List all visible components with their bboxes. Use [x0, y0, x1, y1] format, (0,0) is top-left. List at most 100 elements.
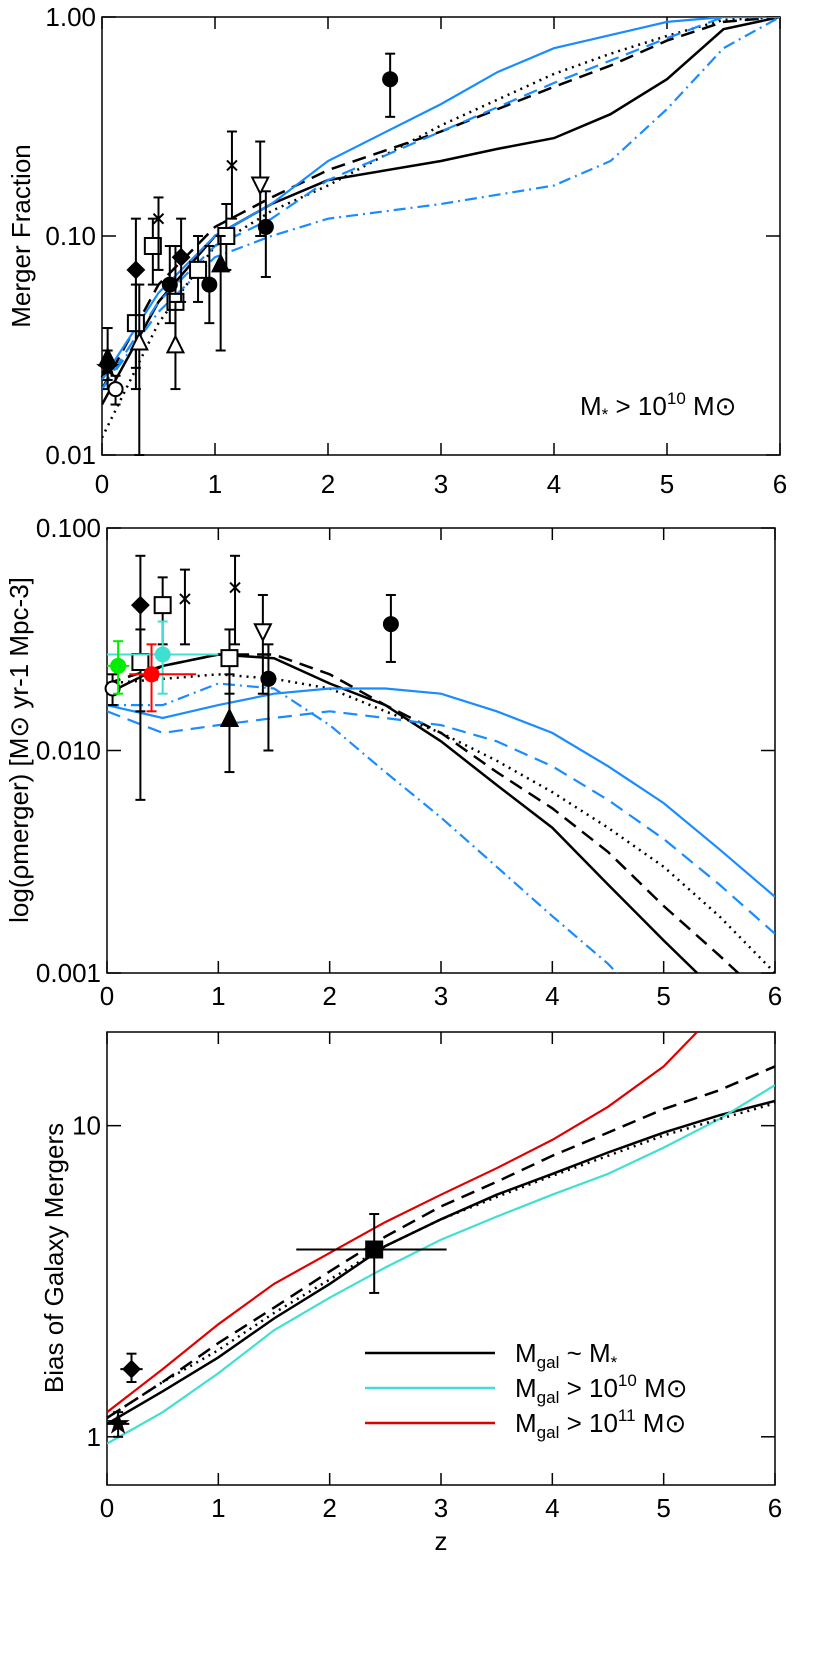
y-axis-label: Bias of Galaxy Mergers — [39, 1123, 69, 1393]
annotation-part: > 10 — [608, 391, 667, 421]
point — [143, 666, 160, 683]
annotation-part: * — [602, 405, 609, 424]
annotation-part: M — [580, 391, 602, 421]
point — [154, 646, 171, 663]
legend-part: > 10 — [559, 1373, 618, 1403]
legend-part: M — [636, 1408, 665, 1438]
point — [211, 253, 231, 273]
x-tick-label: 1 — [211, 1493, 225, 1523]
series-line — [107, 682, 619, 973]
point — [107, 381, 124, 398]
legend-part: ⊙ — [666, 1373, 688, 1403]
y-tick-label: 0.100 — [36, 513, 101, 543]
point — [217, 227, 236, 245]
annotation-part: M — [686, 391, 715, 421]
y-axis-label: log(ρmerger) [M⊙ yr-1 Mpc-3] — [4, 577, 34, 923]
point — [106, 1411, 130, 1434]
x-tick-label: 2 — [322, 1493, 336, 1523]
point — [171, 247, 191, 267]
point — [153, 596, 172, 615]
x-tick-label: 6 — [773, 469, 787, 499]
series-line — [102, 17, 780, 439]
point — [220, 649, 239, 668]
point — [110, 657, 127, 674]
point — [219, 707, 240, 727]
point — [382, 616, 399, 633]
panel: 0 1 2 3 4 5 6 0.100 0.010 0.001 log(ρmerger) [M⊙ y… — [4, 513, 782, 1011]
series-line — [107, 1032, 698, 1414]
x-tick-label: 0 — [100, 981, 114, 1011]
y-tick-label: 0.010 — [36, 736, 101, 766]
legend-part: gal — [537, 1423, 560, 1442]
y-tick-label: 1 — [87, 1422, 101, 1452]
point — [382, 71, 399, 88]
x-tick-label: 6 — [768, 981, 782, 1011]
legend: Mgal ~ M* Mgal > 1010 M⊙ Mgal > 1011 M⊙ — [515, 1338, 688, 1442]
series-line — [107, 653, 699, 973]
x-tick-label: 5 — [656, 1493, 670, 1523]
panel: 0 1 2 3 4 5 6 1.00 0.10 0.01 Merger Fraction — [6, 2, 787, 499]
legend-part: gal — [537, 1353, 560, 1372]
point — [152, 212, 165, 225]
y-tick-label: 1.00 — [45, 2, 96, 32]
x-tick-label: 0 — [100, 1493, 114, 1523]
point — [365, 1240, 384, 1259]
series-group — [107, 1032, 775, 1445]
x-tick-label: 3 — [434, 469, 448, 499]
legend-part: gal — [537, 1388, 560, 1407]
point — [229, 581, 241, 594]
legend-part: 10 — [618, 1371, 637, 1390]
series-line — [102, 17, 780, 390]
legend-label: Mgal ~ M* — [515, 1338, 618, 1372]
x-tick-label: 6 — [768, 1493, 782, 1523]
legend-part: M — [515, 1338, 537, 1368]
point — [165, 334, 186, 354]
legend-part: ~ M — [559, 1338, 610, 1368]
point — [96, 355, 120, 378]
y-tick-label: 10 — [72, 1111, 101, 1141]
legend-label: Mgal > 1011 M⊙ — [515, 1406, 686, 1442]
legend-part: 11 — [618, 1406, 636, 1425]
point — [189, 260, 208, 279]
series-line — [107, 687, 775, 898]
x-tick-label: 2 — [321, 469, 335, 499]
annotation-part: 10 — [667, 389, 686, 408]
series-group — [102, 17, 780, 439]
point — [131, 652, 150, 671]
x-tick-label: 4 — [545, 1493, 559, 1523]
point — [104, 680, 121, 697]
series-line — [107, 710, 775, 935]
annotation: M* > 1010 M⊙ — [580, 389, 736, 424]
series-line — [102, 17, 780, 406]
x-tick-label: 0 — [95, 469, 109, 499]
point — [250, 176, 270, 196]
series-line — [102, 17, 780, 390]
x-tick-label: 4 — [545, 981, 559, 1011]
legend-part: M — [515, 1408, 537, 1438]
legend-part: M — [515, 1373, 537, 1403]
x-tick-label: 1 — [211, 981, 225, 1011]
x-tick-label: 4 — [547, 469, 561, 499]
point — [130, 595, 150, 615]
point — [257, 218, 274, 235]
plot-frame — [106, 527, 776, 974]
point — [126, 260, 146, 280]
point — [260, 670, 277, 687]
point — [122, 1359, 141, 1379]
x-axis-label: z — [435, 1526, 448, 1556]
y-tick-label: 0.10 — [45, 221, 96, 251]
point — [201, 276, 218, 293]
series-line — [107, 673, 775, 973]
series-line — [102, 17, 780, 390]
x-tick-label: 2 — [322, 981, 336, 1011]
legend-part: * — [611, 1353, 618, 1372]
point — [143, 237, 162, 256]
point — [226, 159, 238, 172]
series-line — [107, 1099, 775, 1425]
annotation-part: ⊙ — [715, 391, 737, 421]
series-line — [107, 1102, 775, 1419]
x-tick-label: 3 — [434, 981, 448, 1011]
series-line — [107, 1065, 775, 1419]
series-line — [102, 17, 780, 381]
